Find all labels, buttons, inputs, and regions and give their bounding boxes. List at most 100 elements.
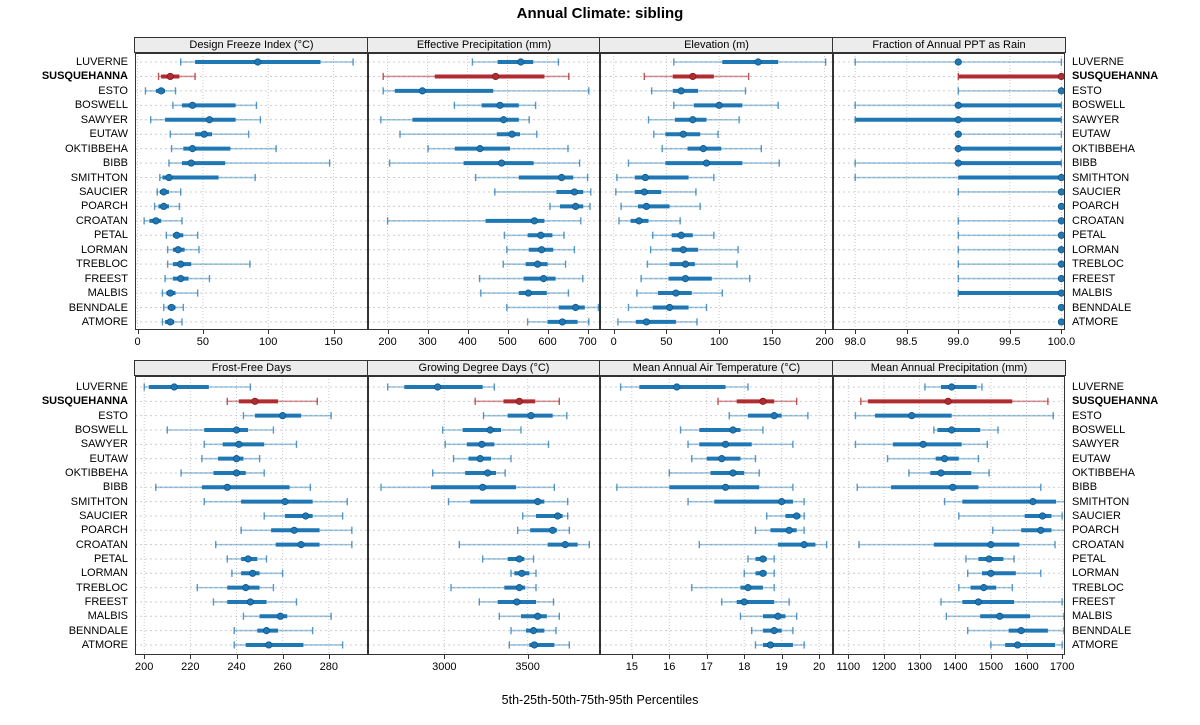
- median-dot: [759, 397, 767, 405]
- panel-border: [368, 53, 600, 330]
- median-dot: [635, 217, 643, 225]
- percentile-row: [233, 627, 314, 635]
- percentile-row: [647, 116, 740, 124]
- median-dot: [515, 555, 523, 563]
- percentile-row: [453, 101, 537, 109]
- axis-tick: [236, 655, 238, 659]
- panel-strip: Fraction of Annual PPT as Rain: [832, 37, 1066, 53]
- site-label-left: TREBLOC: [76, 258, 128, 271]
- median-dot: [954, 159, 962, 167]
- site-label-right: OKTIBBEHA: [1072, 467, 1135, 479]
- axis-tick: [781, 655, 783, 659]
- axis-tick-label: 19: [775, 661, 788, 673]
- median-dot: [681, 275, 690, 283]
- median-dot: [1057, 231, 1065, 239]
- median-dot: [434, 383, 442, 391]
- percentile-row: [954, 145, 1063, 153]
- axis-tick-label: 1700: [1049, 661, 1075, 673]
- axis-tick-label: 20: [813, 661, 826, 673]
- axis-tick-label: 16: [663, 661, 676, 673]
- median-dot: [1057, 275, 1065, 283]
- axis-tick: [824, 330, 826, 334]
- median-dot: [721, 483, 730, 491]
- percentile-row: [388, 159, 581, 167]
- percentile-row: [691, 584, 775, 592]
- median-dot: [1057, 289, 1065, 297]
- percentile-row: [163, 303, 185, 312]
- percentile-row: [471, 58, 560, 66]
- axis-tick: [282, 655, 284, 659]
- percentile-caption: 5th-25th-50th-75th-95th Percentiles: [501, 693, 699, 707]
- median-dot: [232, 455, 241, 463]
- axis-tick-label: 220: [181, 661, 200, 673]
- chart-title: Annual Climate: sibling: [516, 5, 684, 22]
- site-label-left: CROATAN: [75, 214, 128, 227]
- percentile-row: [166, 260, 251, 268]
- percentile-row-highlight: [157, 72, 196, 81]
- panel-border: [833, 53, 1065, 330]
- median-dot: [729, 426, 737, 434]
- median-dot: [778, 498, 786, 506]
- percentile-row: [196, 584, 275, 592]
- percentile-row: [165, 231, 199, 239]
- axis-tick-label: 500: [498, 336, 517, 348]
- panel-border: [135, 376, 368, 655]
- site-label-left: BOSWELL: [74, 99, 128, 112]
- median-dot: [641, 173, 649, 182]
- percentile-row: [521, 512, 569, 520]
- median-dot: [940, 455, 949, 463]
- panel-strip: Elevation (m): [599, 37, 834, 53]
- median-dot: [281, 498, 289, 506]
- percentile-row: [673, 101, 779, 109]
- median-dot: [554, 512, 562, 520]
- median-dot: [572, 303, 580, 312]
- percentile-row: [908, 469, 990, 477]
- percentile-row-highlight: [474, 397, 561, 405]
- site-label-left: BENNDALE: [68, 624, 128, 637]
- median-dot: [1057, 260, 1065, 268]
- percentile-row: [854, 159, 1063, 167]
- median-dot: [729, 469, 737, 477]
- axis-tick: [467, 330, 469, 334]
- axis-tick: [771, 330, 773, 334]
- percentile-row: [201, 455, 261, 463]
- site-label-left: ESTO: [98, 409, 128, 422]
- percentile-row: [619, 383, 749, 391]
- percentile-row: [144, 87, 177, 95]
- percentile-row: [159, 173, 256, 182]
- percentile-row: [668, 469, 760, 477]
- percentile-row: [739, 612, 798, 620]
- median-dot: [948, 383, 956, 391]
- percentile-row-highlight: [643, 72, 750, 81]
- percentile-row: [957, 188, 1065, 196]
- median-dot: [486, 426, 494, 434]
- axis-tick: [144, 655, 146, 659]
- median-dot: [290, 526, 298, 534]
- median-dot: [800, 541, 808, 549]
- percentile-row: [478, 598, 555, 606]
- axis-tick-label: 99.5: [999, 336, 1021, 348]
- median-dot: [754, 58, 762, 66]
- median-dot: [496, 101, 504, 109]
- median-dot: [1057, 188, 1065, 196]
- median-dot: [980, 584, 988, 592]
- percentile-row: [480, 289, 570, 297]
- median-dot: [1057, 246, 1065, 254]
- axis-tick-label: 300: [418, 336, 437, 348]
- median-dot: [534, 612, 542, 620]
- median-dot: [948, 426, 956, 434]
- percentile-row: [965, 555, 1015, 563]
- percentile-row: [751, 627, 794, 635]
- site-label-left: FREEST: [84, 272, 128, 285]
- site-label-right: LORMAN: [1072, 243, 1120, 256]
- percentile-row: [616, 483, 794, 491]
- median-dot: [974, 598, 982, 606]
- percentile-row-highlight: [226, 397, 318, 405]
- median-dot: [715, 101, 723, 109]
- median-dot: [642, 318, 650, 326]
- percentile-row: [615, 188, 697, 196]
- percentile-row: [502, 260, 567, 268]
- site-label-left: SUSQUEHANNA: [41, 70, 128, 83]
- percentile-row: [450, 584, 537, 592]
- percentile-row: [943, 498, 1065, 506]
